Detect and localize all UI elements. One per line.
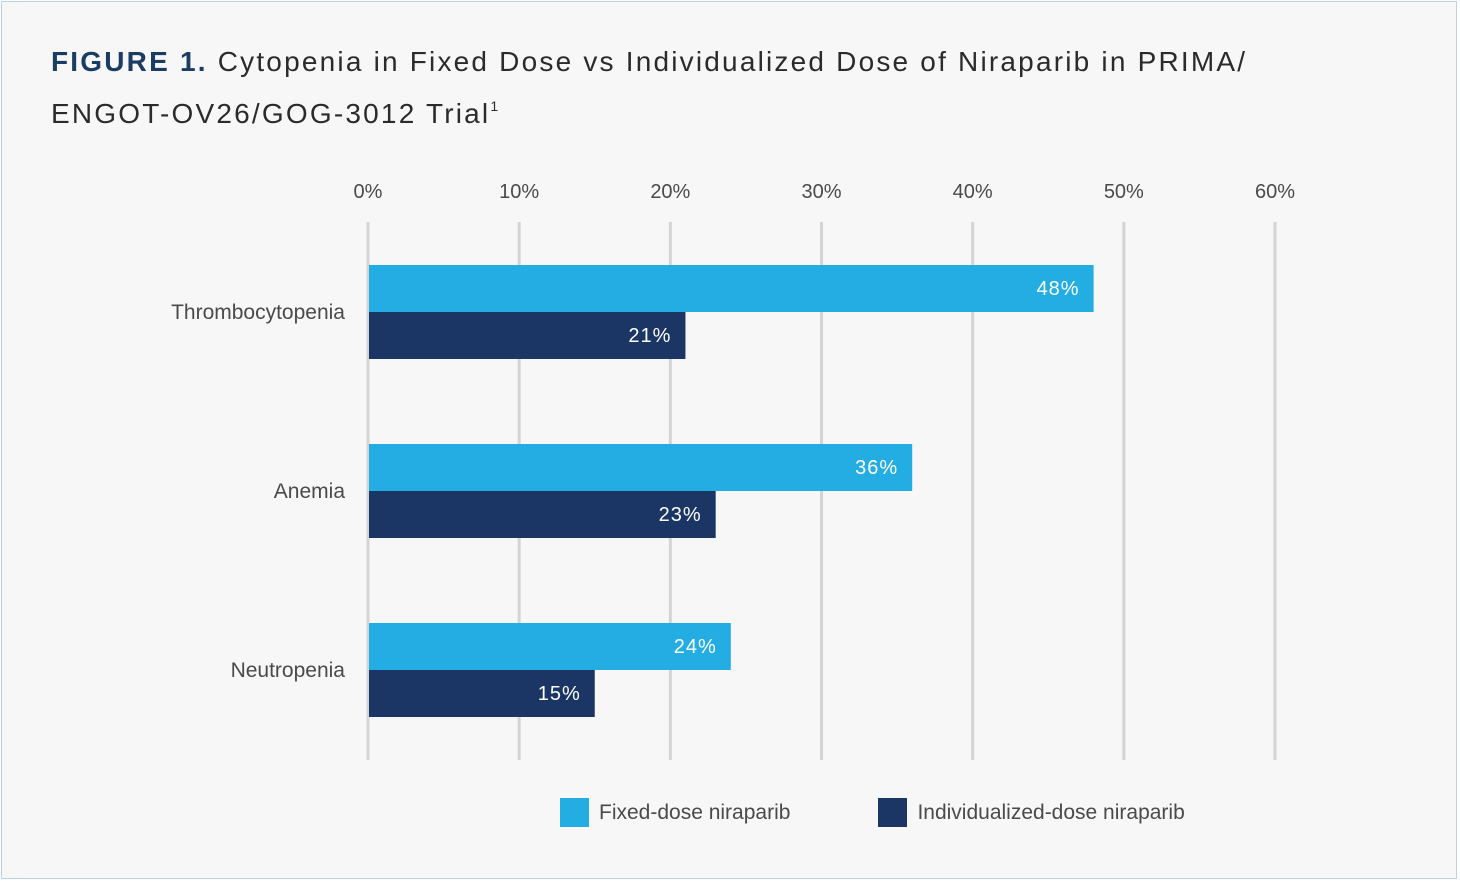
legend-swatch-individualized: [878, 798, 908, 827]
legend: Fixed-dose niraparib Individualized-dose…: [560, 798, 1185, 827]
figure-label: FIGURE 1.: [51, 46, 208, 77]
category-label-thrombocytopenia: Thrombocytopenia: [171, 301, 345, 324]
title-line2: ENGOT-OV26/GOG-3012 Trial: [51, 98, 491, 129]
title-superscript: 1: [490, 98, 499, 114]
x-tick-label-50: 50%: [1104, 181, 1144, 203]
data-label-thrombocytopenia-individualized: 21%: [628, 325, 671, 347]
legend-item-fixed: Fixed-dose niraparib: [560, 798, 790, 827]
x-tick-label-10: 10%: [499, 181, 539, 203]
bar-anemia-fixed: [369, 444, 913, 491]
x-tick-label-60: 60%: [1255, 181, 1295, 203]
x-tick-label-40: 40%: [953, 181, 993, 203]
legend-label-fixed: Fixed-dose niraparib: [599, 800, 791, 824]
legend-item-individualized: Individualized-dose niraparib: [878, 798, 1185, 827]
bar-neutropenia-fixed: [369, 623, 731, 670]
data-label-anemia-individualized: 23%: [659, 504, 702, 526]
legend-label-individualized: Individualized-dose niraparib: [917, 800, 1185, 824]
data-label-neutropenia-individualized: 15%: [538, 683, 581, 705]
data-label-thrombocytopenia-fixed: 48%: [1037, 278, 1080, 300]
x-tick-label-20: 20%: [650, 181, 690, 203]
bar-thrombocytopenia-individualized: [369, 312, 686, 359]
x-tick-label-0: 0%: [354, 181, 383, 203]
bar-neutropenia-individualized: [369, 670, 595, 717]
figure-title: FIGURE 1. Cytopenia in Fixed Dose vs Ind…: [51, 40, 1351, 136]
category-label-anemia: Anemia: [274, 480, 346, 503]
data-label-anemia-fixed: 36%: [855, 457, 898, 479]
bar-anemia-individualized: [369, 491, 716, 538]
legend-swatch-fixed: [560, 798, 589, 827]
category-label-neutropenia: Neutropenia: [231, 659, 346, 682]
data-label-neutropenia-fixed: 24%: [674, 636, 717, 658]
title-line1: Cytopenia in Fixed Dose vs Individualize…: [217, 46, 1248, 77]
x-tick-label-30: 30%: [801, 181, 841, 203]
bar-thrombocytopenia-fixed: [369, 265, 1094, 312]
